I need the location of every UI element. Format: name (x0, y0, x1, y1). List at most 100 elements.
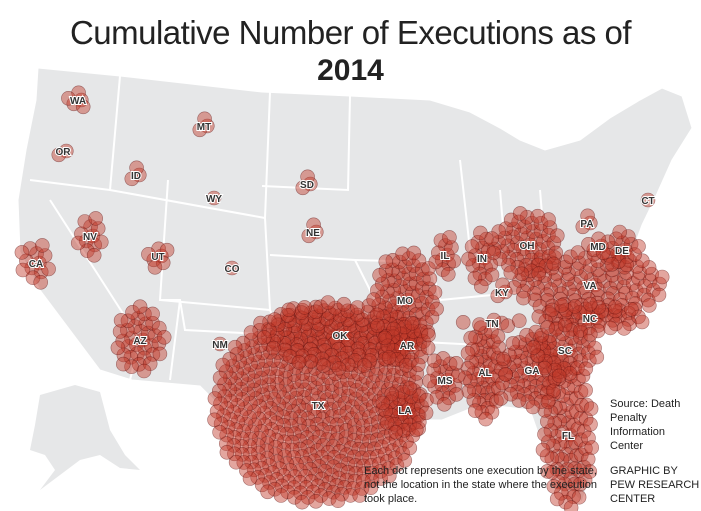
execution-dot-nc (578, 301, 594, 317)
state-label-tn: TN (485, 319, 498, 330)
execution-dot-la (383, 394, 399, 410)
execution-dot-az (110, 340, 126, 356)
execution-dot-sc (526, 340, 542, 355)
execution-dot-fl (547, 415, 563, 431)
execution-dot-tx (259, 436, 275, 451)
execution-dot-fl (558, 494, 574, 510)
execution-dot-nv (94, 234, 109, 250)
execution-dot-sc (534, 327, 550, 343)
execution-dot-tx (294, 494, 310, 510)
execution-dot-tx (215, 357, 231, 373)
execution-dot-tx (317, 463, 333, 479)
execution-dot-al (495, 375, 510, 391)
execution-dot-tx (315, 376, 331, 392)
execution-dot-de (604, 256, 620, 272)
execution-dot-va (651, 287, 667, 303)
execution-dot-la (391, 391, 407, 407)
execution-dot-la (384, 408, 400, 423)
execution-dot-ga (525, 399, 541, 415)
execution-dot-ar (398, 357, 414, 373)
execution-dot-sc (540, 320, 555, 335)
execution-dot-tx (364, 473, 380, 488)
execution-dot-ms (450, 368, 466, 383)
state-label-ut: UT (151, 252, 164, 263)
execution-dot-fl (572, 476, 588, 492)
execution-dot-tx (274, 478, 290, 494)
execution-dot-ca (33, 274, 49, 290)
execution-dot-nc (590, 323, 606, 339)
execution-dot-va (540, 293, 555, 308)
execution-dot-la (402, 380, 418, 396)
execution-dot-va (642, 273, 658, 288)
execution-dot-ar (386, 343, 402, 358)
execution-dot-ms (436, 396, 452, 412)
execution-dot-oh (542, 220, 558, 235)
execution-dot-wa (66, 96, 82, 112)
execution-dot-tx (276, 442, 292, 457)
execution-dot-ok (290, 343, 305, 358)
execution-dot-tx (302, 461, 318, 477)
execution-dot-tx (374, 439, 390, 455)
execution-dot-al (466, 365, 481, 381)
execution-dot-fl (537, 427, 552, 442)
state-label-pa: PA (580, 219, 593, 230)
execution-dot-mo (414, 296, 430, 311)
execution-dot-tx (279, 456, 295, 472)
execution-dot-mo (376, 319, 392, 334)
execution-dot-fl (584, 440, 600, 455)
execution-dot-al (465, 341, 480, 357)
execution-dot-fl (566, 489, 581, 505)
execution-dot-tx (242, 410, 257, 425)
state-label-wa: WA (70, 96, 86, 107)
execution-dot-ok (332, 308, 348, 323)
execution-dot-in (477, 271, 493, 287)
execution-dot-oh (533, 216, 549, 231)
execution-dot-tx (259, 443, 275, 459)
execution-dot-de (619, 257, 635, 273)
execution-dot-ok (350, 300, 365, 315)
execution-dot-or (51, 147, 67, 163)
execution-dot-mo (406, 258, 421, 273)
execution-dot-ca (22, 241, 38, 256)
execution-dot-sc (537, 360, 552, 376)
execution-dot-tx (399, 433, 414, 449)
execution-dot-mo (427, 285, 443, 300)
execution-dot-az (124, 330, 139, 346)
execution-dot-va (543, 282, 559, 297)
execution-dot-wy (206, 190, 222, 206)
execution-dot-tx (227, 376, 243, 392)
execution-dot-tx (381, 461, 397, 476)
execution-dot-tx (329, 432, 344, 448)
execution-dot-al (469, 342, 485, 357)
execution-dot-tx (354, 434, 370, 449)
execution-dot-il (428, 254, 444, 270)
execution-dot-ok (350, 341, 366, 357)
execution-dot-in (486, 245, 501, 261)
execution-dot-ca (19, 253, 34, 269)
execution-dot-ok (293, 332, 309, 347)
execution-dot-sc (570, 360, 585, 376)
execution-dot-va (628, 283, 644, 298)
execution-dot-ms (433, 359, 448, 374)
execution-dot-id (129, 160, 144, 176)
execution-dot-tx (246, 373, 262, 389)
state-label-ar: AR (400, 341, 415, 352)
execution-dot-tx (380, 453, 395, 469)
execution-dot-sc (589, 349, 605, 365)
execution-dot-tx (242, 439, 258, 454)
execution-dot-mo (366, 292, 382, 307)
execution-dot-ga (503, 386, 519, 402)
execution-dot-la (395, 384, 411, 400)
execution-dot-sc (575, 339, 591, 355)
execution-dot-nm (212, 336, 228, 352)
state-label-mo: MO (397, 296, 413, 307)
execution-dot-tx (339, 422, 354, 438)
execution-dot-az (116, 356, 131, 372)
execution-dot-md (586, 242, 602, 258)
execution-dot-ms (448, 355, 464, 371)
execution-dot-ky (490, 288, 506, 304)
execution-dot-va (561, 281, 577, 297)
execution-dot-fl (540, 464, 555, 479)
execution-dot-va (640, 292, 656, 308)
execution-dot-nc (624, 301, 639, 317)
